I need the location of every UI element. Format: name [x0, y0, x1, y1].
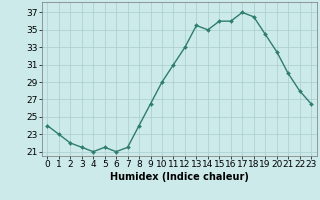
X-axis label: Humidex (Indice chaleur): Humidex (Indice chaleur) [110, 172, 249, 182]
